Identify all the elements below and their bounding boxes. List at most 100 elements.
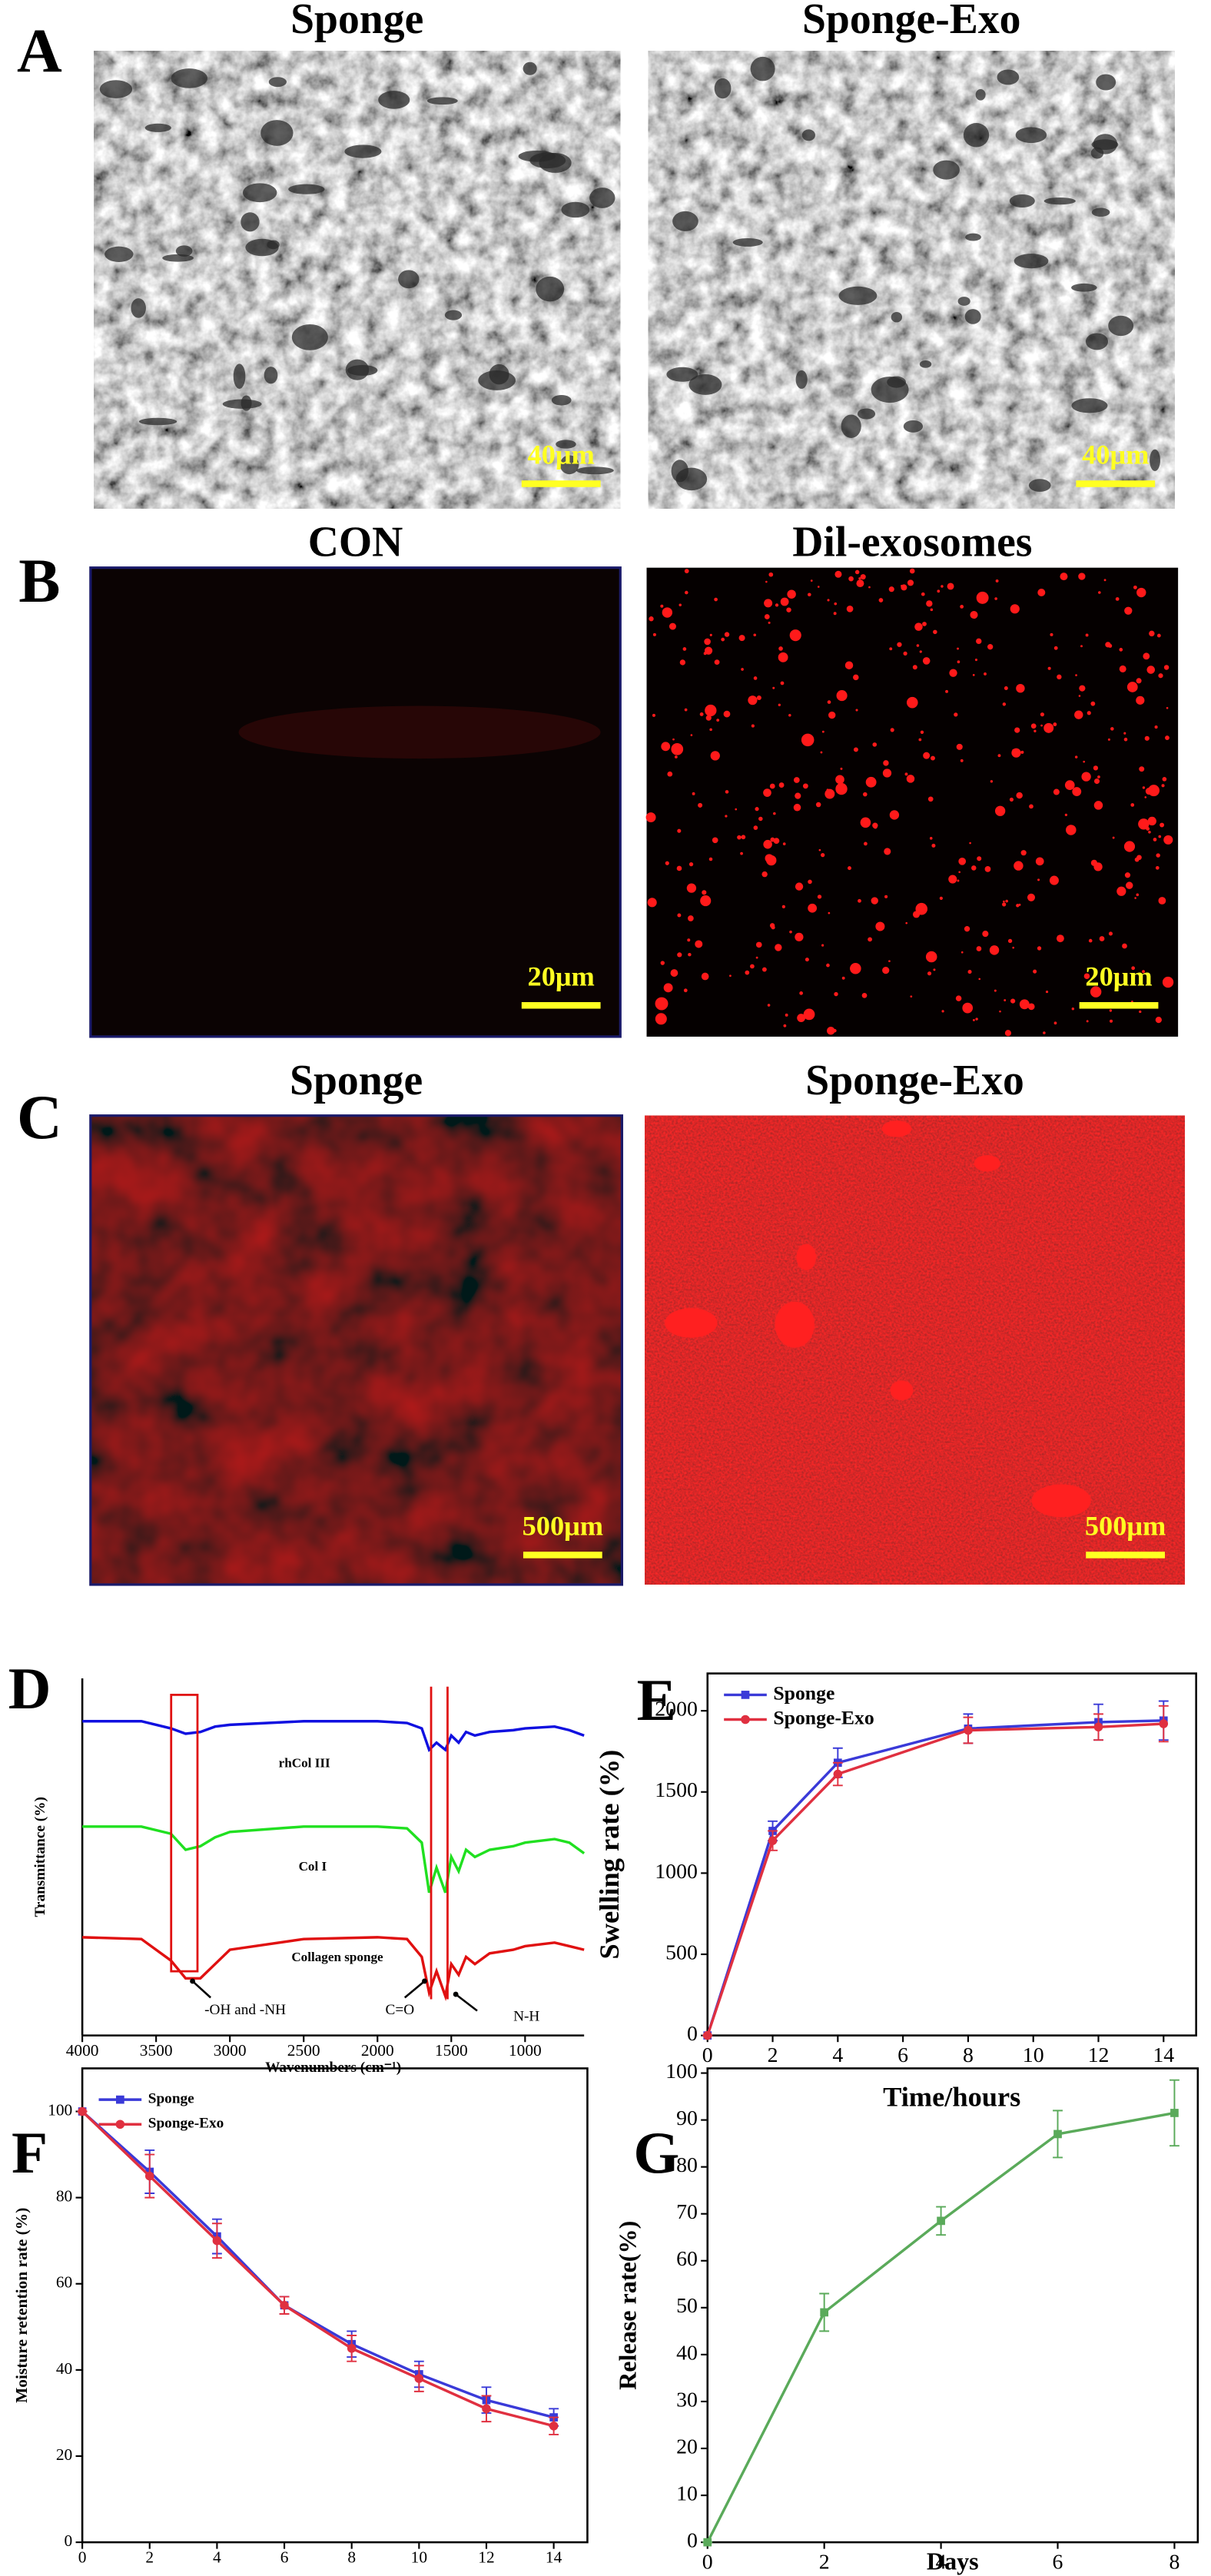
fluorescence-spot: [660, 604, 664, 608]
scale-bar: [1076, 480, 1156, 487]
fluorescence-spot: [1093, 801, 1103, 810]
series-line: [706, 1722, 1164, 2037]
pore: [919, 360, 932, 368]
x-tick-label: 14: [546, 2548, 562, 2566]
fluorescence-spot: [1066, 825, 1077, 835]
x-tick-label: 6: [1053, 2550, 1063, 2574]
fluorescence-spot: [1124, 872, 1131, 878]
fluorescence-spot: [835, 782, 848, 795]
pore: [105, 246, 134, 262]
fluorescence-spot: [1136, 855, 1142, 861]
fluorescence-image: [645, 1115, 1185, 1585]
legend-marker: [116, 2095, 124, 2104]
fluorescence-spot: [767, 1004, 771, 1007]
fluorescence-spot: [974, 659, 977, 662]
pore: [1015, 127, 1047, 144]
fluorescence-spot: [772, 686, 775, 689]
fluorescence-spot: [815, 802, 821, 808]
y-axis-title: Release rate(%): [613, 2221, 641, 2390]
scale-bar-label: 500μm: [1085, 1510, 1166, 1541]
fluorescence-spot: [676, 865, 682, 871]
pore: [1071, 398, 1108, 413]
fluorescence-spot: [716, 719, 720, 722]
image-title: CON: [308, 519, 403, 566]
fluorescence-spot: [948, 875, 957, 884]
fluorescence-spot: [1109, 1009, 1113, 1012]
fluorescence-spot: [1053, 722, 1057, 727]
fluorescence-spot: [1090, 986, 1102, 998]
fluorescence-spot: [1049, 875, 1059, 885]
fluorescence-spot: [1160, 822, 1165, 828]
fluorescence-spot: [710, 751, 720, 761]
fluorescence-spot: [672, 738, 675, 741]
fluorescence-image: [90, 1115, 622, 1585]
x-tick-label: 6: [897, 2043, 908, 2067]
fluorescence-spot: [753, 825, 758, 830]
series-line: [82, 1936, 585, 2002]
pore: [857, 408, 876, 420]
fluorescence-spot: [1149, 630, 1155, 637]
marker: [212, 2236, 222, 2246]
arrow: [403, 1980, 426, 1999]
y-axis-title: Moisture retention rate (%): [12, 2208, 31, 2403]
pore: [1028, 479, 1051, 492]
fluorescence-spot: [1053, 1021, 1057, 1025]
marker: [1093, 1722, 1103, 1732]
pore: [536, 276, 565, 302]
fluorescence-spot: [972, 1018, 975, 1021]
fluorescence-blob: [796, 1243, 817, 1270]
fluorescence-spot: [888, 586, 894, 593]
x-tick-label: 3000: [214, 2041, 247, 2060]
marker: [482, 2404, 491, 2414]
series-line: [706, 1719, 1164, 2037]
fluorescence-spot: [957, 647, 959, 650]
fluorescence-spot: [801, 733, 815, 747]
pore: [732, 237, 763, 247]
fluorescence-spot: [686, 883, 697, 893]
fluorescence-spot: [808, 593, 811, 597]
micrograph: [94, 51, 621, 509]
fluorescence-spot: [787, 589, 796, 599]
pore: [345, 359, 370, 380]
fluorescence-spot: [858, 577, 861, 580]
fluorescence-spot: [978, 978, 981, 981]
fluorescence-spot: [688, 915, 694, 921]
fluorescence-spot: [1010, 604, 1020, 614]
fluorescence-spot: [994, 805, 1006, 816]
marker: [703, 2538, 712, 2547]
plot-frame: [706, 1672, 1197, 2037]
fluorescence-spot: [688, 862, 694, 867]
fluorescence-spot: [1107, 738, 1110, 741]
fluorescence-spot: [868, 937, 873, 942]
pore: [242, 183, 277, 203]
fluorescence-spot: [761, 871, 768, 878]
fluorescence-spot: [783, 1024, 787, 1027]
fluorescence-spot: [865, 776, 877, 788]
fluorescence-spot: [1093, 765, 1099, 771]
marker: [937, 2216, 945, 2226]
fluorescence-spot: [954, 712, 958, 717]
pore: [378, 91, 410, 109]
series-label: rhCol III: [279, 1755, 330, 1770]
y-tick-label: 60: [676, 2247, 698, 2271]
pore: [965, 233, 981, 241]
fluorescence-spot: [821, 853, 825, 858]
fluorescence-spot: [729, 974, 732, 978]
fluorescence-spot: [1126, 881, 1133, 889]
fluorescence-spot: [655, 1013, 667, 1025]
annotation: N-H: [513, 2008, 539, 2024]
fluorescence-spot: [855, 709, 858, 712]
legend-marker: [741, 1691, 750, 1699]
legend-label: Sponge-Exo: [148, 2116, 224, 2132]
fluorescence-spot: [1007, 938, 1013, 944]
fluorescence-spot: [1088, 938, 1093, 943]
series-line: [82, 1720, 585, 1753]
fluorescence-spot: [941, 1010, 944, 1013]
x-tick-label: 8: [1169, 2550, 1179, 2574]
marker: [414, 2374, 424, 2383]
fluorescence-spot: [788, 714, 791, 717]
scale-bar-label: 40μm: [528, 440, 595, 470]
pore: [144, 123, 171, 132]
fluorescence-spot: [1014, 727, 1020, 733]
fluorescence-spot: [1163, 835, 1173, 845]
